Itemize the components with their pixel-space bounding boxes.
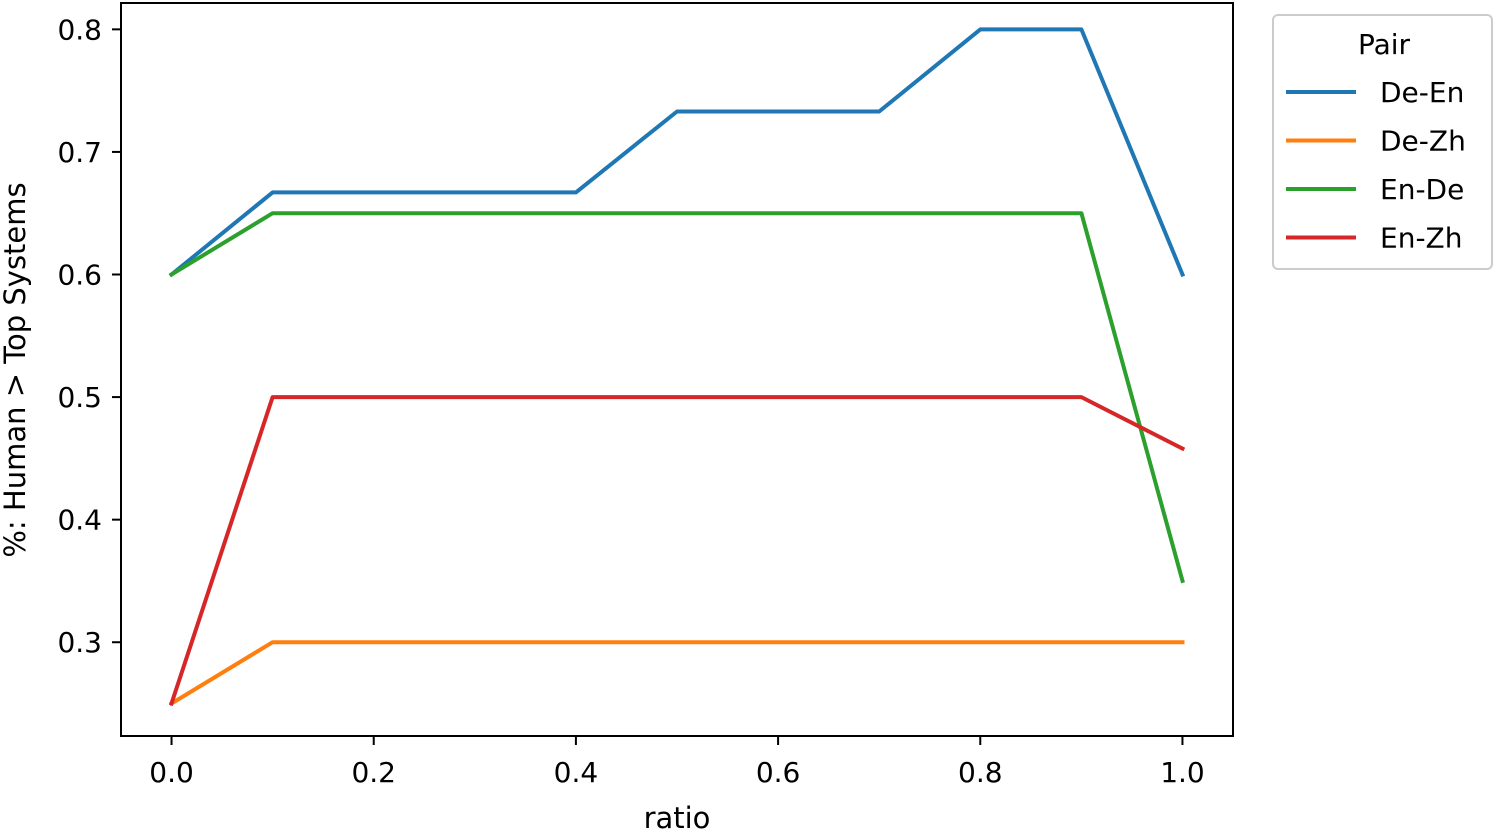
x-axis: 0.0 0.2 0.4 0.6 0.8 1.0 [149,736,1205,789]
legend-label-de-zh: De-Zh [1380,125,1466,158]
y-axis-label: %: Human > Top Systems [0,182,32,557]
y-tick-label: 0.7 [57,136,102,169]
x-tick-label: 0.6 [756,756,801,789]
legend-frame [1272,14,1493,270]
legend-items: De-En De-Zh En-De En-Zh [1286,76,1466,255]
y-tick-label: 0.6 [57,259,102,292]
y-tick-label: 0.3 [57,626,102,659]
x-tick-label: 1.0 [1160,756,1205,789]
series-line-de-en [168,27,1186,278]
series-layer [168,27,1186,707]
x-tick-label: 0.8 [958,756,1003,789]
y-tick-label: 0.4 [57,504,102,537]
x-tick-label: 0.2 [351,756,396,789]
x-axis-label: ratio [644,801,711,835]
legend-label-de-en: De-En [1380,76,1464,109]
legend-label-en-de: En-De [1380,173,1464,206]
y-tick-label: 0.8 [57,13,102,46]
x-tick-label: 0.4 [554,756,599,789]
plot-area-frame [120,2,1234,737]
y-axis: 0.3 0.4 0.5 0.6 0.7 0.8 [57,13,121,659]
y-tick-label: 0.5 [57,381,102,414]
x-tick-label: 0.0 [149,756,194,789]
legend: Pair De-En De-Zh En-De En-Zh [1272,14,1493,270]
series-line-de-zh [168,640,1185,707]
series-line-en-de [168,211,1185,584]
legend-label-en-zh: En-Zh [1380,222,1462,255]
legend-title: Pair [1358,28,1411,61]
series-line-en-zh [168,395,1186,707]
